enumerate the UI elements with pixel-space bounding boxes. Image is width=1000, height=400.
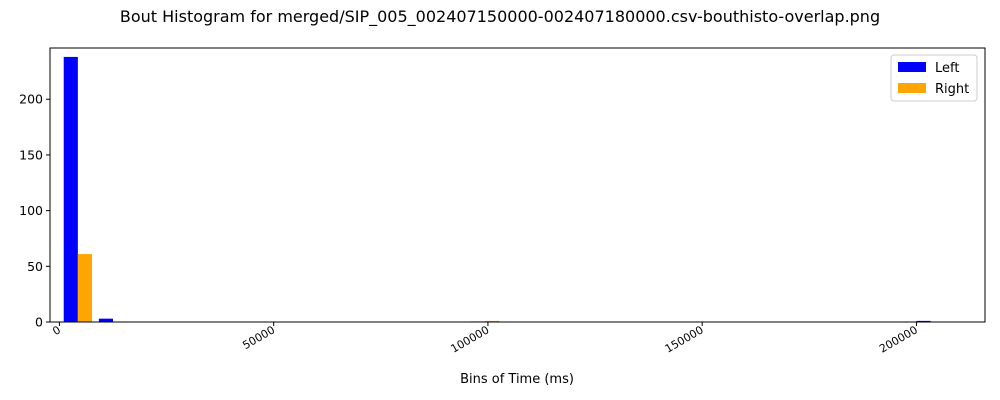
x-tick-label: 150000 <box>663 323 706 355</box>
plot-frame <box>49 47 986 323</box>
legend-swatch-left <box>898 62 926 72</box>
x-tick-label: 100000 <box>449 323 492 355</box>
x-tick-label: 200000 <box>877 323 920 355</box>
bar-left-3 <box>916 320 931 322</box>
legend-label-left: Left <box>935 61 959 76</box>
x-tick-label: 0 <box>50 323 63 338</box>
bar-left-0 <box>63 56 78 322</box>
y-tick-label: 100 <box>19 203 43 218</box>
x-axis-label: Bins of Time (ms) <box>460 372 574 387</box>
plot-area <box>63 56 931 322</box>
y-tick-label: 0 <box>35 315 43 330</box>
x-axis: 0 50000 100000 150000 200000 <box>50 322 920 356</box>
bar-left-1 <box>98 318 113 322</box>
chart-title: Bout Histogram for merged/SIP_005_002407… <box>120 7 880 27</box>
x-tick-label: 50000 <box>240 323 277 352</box>
y-axis: 0 50 100 150 200 <box>19 92 50 330</box>
bar-right-0 <box>77 254 92 322</box>
y-tick-label: 150 <box>19 147 43 162</box>
y-tick-label: 200 <box>19 92 43 107</box>
legend-label-right: Right <box>935 82 969 97</box>
legend: Left Right <box>890 54 978 102</box>
legend-swatch-right <box>898 83 926 93</box>
bar-right-1 <box>484 320 500 322</box>
y-tick-label: 50 <box>27 259 43 274</box>
